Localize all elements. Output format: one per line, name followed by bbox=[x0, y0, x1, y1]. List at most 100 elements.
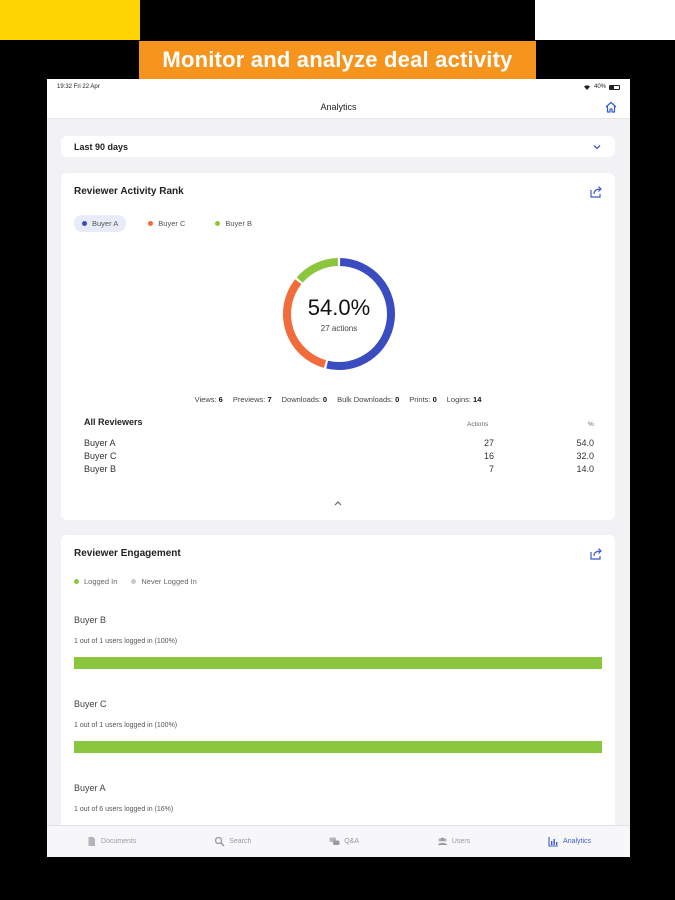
decorative-black-block bbox=[140, 0, 535, 40]
legend-dot bbox=[74, 579, 79, 584]
promo-headline: Monitor and analyze deal activity bbox=[139, 41, 536, 79]
engagement-progress-fill bbox=[74, 741, 602, 753]
home-icon[interactable] bbox=[604, 100, 618, 114]
tab-label: Q&A bbox=[344, 838, 360, 845]
legend-label: Buyer A bbox=[92, 219, 119, 228]
status-time-date: 19:32 Fri 22 Apr bbox=[57, 84, 100, 90]
donut-segment-buyer-b bbox=[296, 258, 339, 283]
legend-dot bbox=[148, 221, 154, 226]
reviewer-actions: 7 bbox=[488, 464, 494, 474]
reviewer-name: Buyer A bbox=[84, 438, 116, 448]
tab-documents[interactable]: Documents bbox=[86, 836, 136, 847]
battery-percent: 40% bbox=[593, 84, 606, 90]
users-icon bbox=[437, 837, 447, 845]
legend-dot bbox=[131, 579, 137, 584]
engagement-login-summary: 1 out of 1 users logged in (100%) bbox=[74, 638, 178, 645]
wifi-icon bbox=[583, 85, 590, 90]
legend-item-logged-in: Logged In bbox=[74, 577, 117, 586]
page-title: Analytics bbox=[320, 101, 357, 112]
table-row[interactable]: Buyer B 7 14.0 bbox=[84, 464, 594, 477]
engagement-legend: Logged In Never Logged In bbox=[74, 577, 197, 586]
status-right: 40% bbox=[583, 84, 620, 90]
legend-item-never-logged-in: Never Logged In bbox=[131, 577, 197, 586]
donut-actions: 27 actions bbox=[320, 324, 358, 333]
metric-downloads: Downloads: 0 bbox=[281, 395, 328, 404]
tab-qa[interactable]: Q&A bbox=[329, 836, 359, 847]
metric-logins: Logins: 14 bbox=[446, 395, 482, 404]
share-icon[interactable] bbox=[589, 185, 603, 199]
donut-segment-buyer-c bbox=[283, 279, 327, 368]
search-icon bbox=[215, 836, 225, 847]
reviewer-table: Buyer A 27 54.0 Buyer C 16 32.0 Buyer B … bbox=[84, 438, 594, 477]
reviewer-percent: 14.0 bbox=[576, 464, 594, 474]
tablet-screen: 19:32 Fri 22 Apr 40% Analytics Last 90 d… bbox=[47, 79, 630, 857]
donut-svg bbox=[283, 258, 395, 370]
card-title: Reviewer Engagement bbox=[74, 548, 181, 559]
legend-label: Buyer C bbox=[158, 219, 186, 228]
tab-label: Users bbox=[451, 838, 471, 845]
engagement-buyer-name: Buyer B bbox=[74, 615, 107, 625]
metric-prints: Prints: 0 bbox=[409, 395, 437, 404]
card-title: Reviewer Activity Rank bbox=[74, 186, 184, 197]
legend-item-buyer-c[interactable]: Buyer C bbox=[140, 215, 193, 232]
column-header-actions: Actions bbox=[467, 421, 489, 428]
metric-bulk-downloads: Bulk Downloads: 0 bbox=[337, 395, 400, 404]
status-bar: 19:32 Fri 22 Apr 40% bbox=[47, 79, 630, 95]
tab-search[interactable]: Search bbox=[214, 836, 251, 847]
battery-icon bbox=[609, 84, 620, 90]
decorative-white-block bbox=[535, 0, 675, 40]
engagement-buyer-name: Buyer C bbox=[74, 699, 107, 709]
table-row[interactable]: Buyer C 16 32.0 bbox=[84, 451, 594, 464]
tab-label: Documents bbox=[100, 838, 137, 845]
reviewer-percent: 32.0 bbox=[576, 451, 594, 461]
legend-dot bbox=[82, 221, 87, 226]
donut-percent: 54.0% bbox=[307, 295, 371, 320]
chevron-up-icon[interactable] bbox=[333, 499, 343, 507]
engagement-login-summary: 1 out of 1 users logged in (100%) bbox=[74, 722, 178, 729]
tab-label: Search bbox=[229, 838, 252, 845]
decorative-yellow-block bbox=[0, 0, 140, 40]
table-row[interactable]: Buyer A 27 54.0 bbox=[84, 438, 594, 451]
activity-donut-chart: 54.0% 27 actions bbox=[280, 255, 398, 373]
tab-analytics[interactable]: Analytics bbox=[548, 836, 591, 847]
legend-item-buyer-b[interactable]: Buyer B bbox=[207, 215, 260, 232]
reviewer-name: Buyer B bbox=[84, 464, 117, 474]
reviewer-actions: 16 bbox=[483, 451, 494, 461]
legend-label: Never Logged In bbox=[141, 577, 197, 586]
column-header-percent: % bbox=[588, 421, 594, 428]
analytics-icon bbox=[548, 837, 559, 847]
legend-item-buyer-a[interactable]: Buyer A bbox=[74, 215, 127, 232]
all-reviewers-title: All Reviewers bbox=[84, 417, 143, 427]
date-range-dropdown[interactable]: Last 90 days bbox=[61, 136, 615, 157]
legend-label: Buyer B bbox=[225, 219, 253, 228]
bottom-tab-bar: Documents Search Q&A Users Analytics bbox=[47, 825, 630, 857]
navigation-bar: Analytics bbox=[47, 95, 630, 119]
status-date: Fri 22 Apr bbox=[73, 84, 100, 90]
activity-metrics: Views: 6 Previews: 7 Downloads: 0 Bulk D… bbox=[61, 395, 615, 404]
date-range-value: Last 90 days bbox=[74, 141, 129, 152]
share-icon[interactable] bbox=[589, 547, 603, 561]
document-icon bbox=[88, 837, 95, 846]
reviewer-name: Buyer C bbox=[84, 451, 117, 461]
activity-legend: Buyer A Buyer C Buyer B bbox=[74, 215, 260, 232]
engagement-progress-bar bbox=[74, 657, 602, 669]
legend-dot bbox=[215, 221, 221, 226]
metric-views: Views: 6 bbox=[194, 395, 223, 404]
engagement-login-summary: 1 out of 6 users logged in (16%) bbox=[74, 806, 174, 813]
engagement-buyer-name: Buyer A bbox=[74, 783, 106, 793]
status-time: 19:32 bbox=[57, 84, 73, 90]
reviewer-engagement-card: Reviewer Engagement Logged In Never Logg… bbox=[61, 535, 615, 857]
reviewer-percent: 54.0 bbox=[576, 438, 594, 448]
reviewer-actions: 27 bbox=[483, 438, 494, 448]
chevron-down-icon bbox=[593, 144, 601, 149]
chat-icon bbox=[329, 837, 340, 845]
tab-label: Analytics bbox=[563, 838, 592, 845]
donut-segment-buyer-a bbox=[326, 258, 395, 370]
donut-center: 54.0% 27 actions bbox=[280, 255, 398, 373]
reviewer-activity-card: Reviewer Activity Rank Buyer A Buyer C B… bbox=[61, 173, 615, 520]
engagement-progress-fill bbox=[74, 657, 602, 669]
tab-users[interactable]: Users bbox=[437, 836, 470, 847]
engagement-progress-bar bbox=[74, 741, 602, 753]
metric-previews: Previews: 7 bbox=[232, 395, 272, 404]
legend-label: Logged In bbox=[84, 577, 118, 586]
